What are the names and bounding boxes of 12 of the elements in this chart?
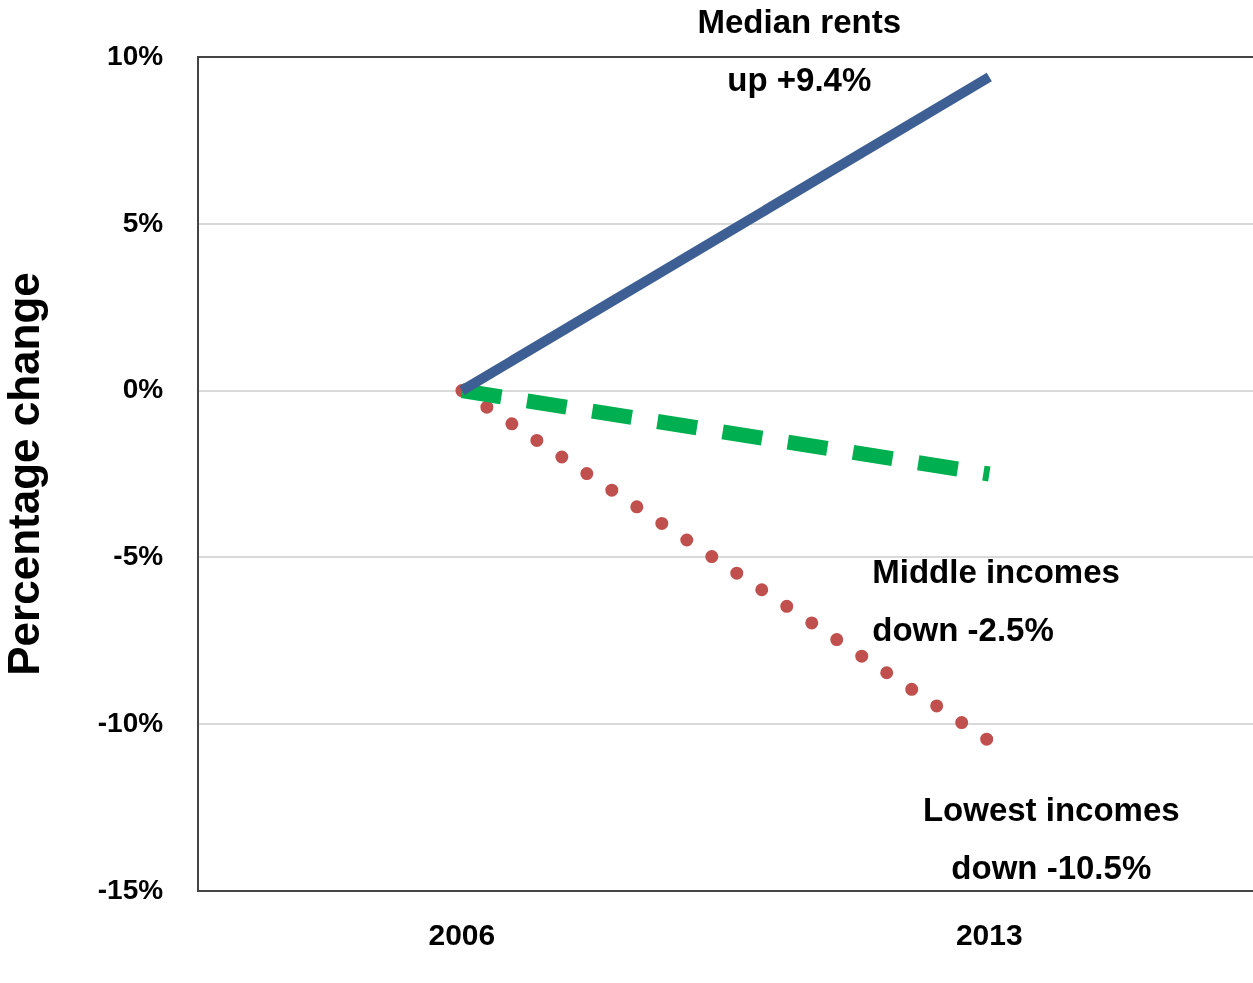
y-tick-label: -5% <box>113 540 164 572</box>
x-tick-label: 2013 <box>955 918 1023 952</box>
y-axis-title: Percentage change <box>0 272 48 676</box>
y-tick-label: 0% <box>122 373 164 405</box>
y-tick-label: 10% <box>107 39 164 71</box>
y-tick-label: 5% <box>122 206 164 238</box>
y-tick-label: -10% <box>97 706 164 738</box>
annotation: Lowest incomes down -10.5% <box>922 790 1180 886</box>
annotation: Median rents up +9.4% <box>697 3 902 99</box>
annotation: Middle incomes down -2.5% <box>872 553 1120 649</box>
x-tick-label: 2006 <box>428 918 496 952</box>
y-tick-label: -15% <box>97 873 164 905</box>
